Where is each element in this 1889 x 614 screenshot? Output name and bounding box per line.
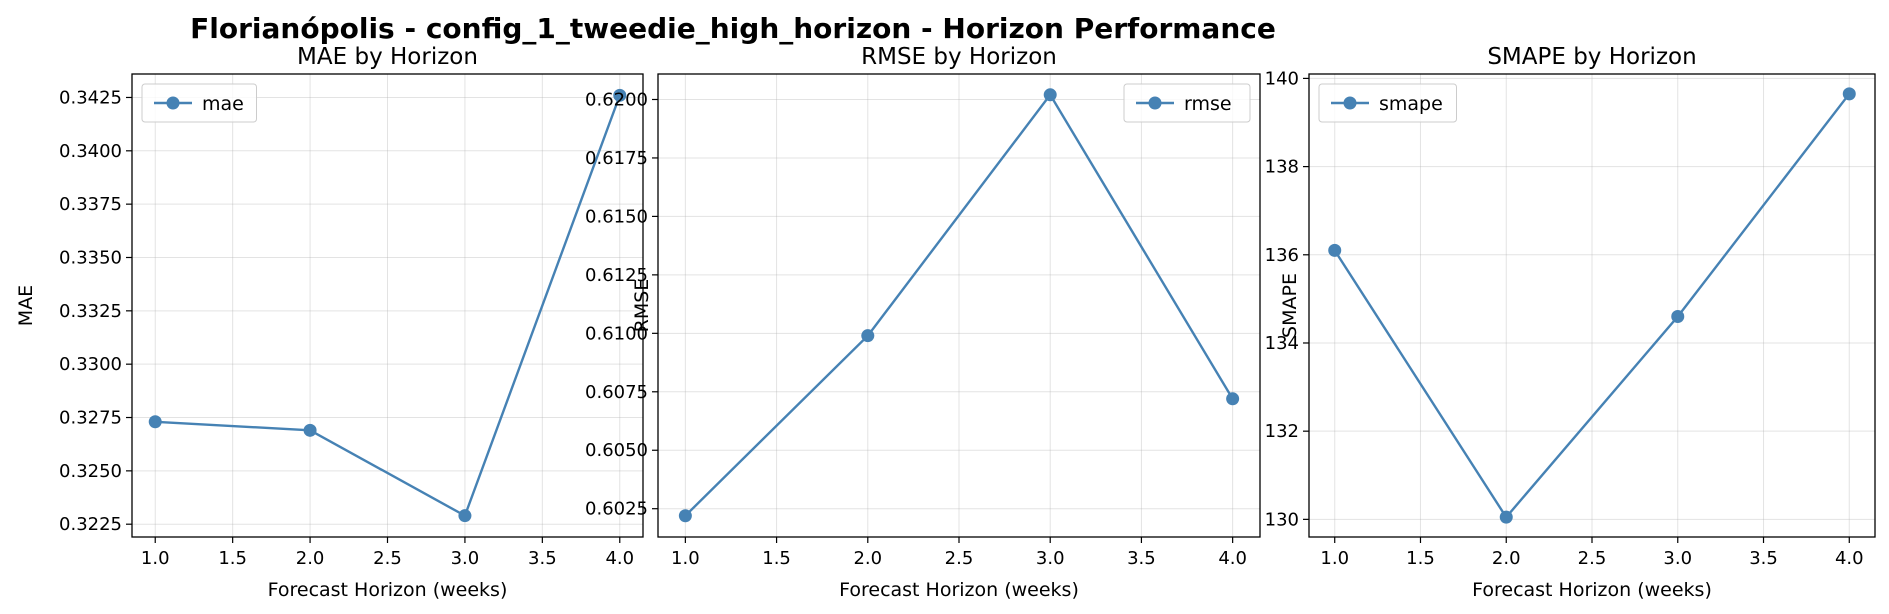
x-tick-label: 1.0 <box>141 548 170 569</box>
x-tick-label: 1.5 <box>218 548 247 569</box>
x-tick-label: 1.0 <box>671 548 700 569</box>
y-tick-label: 0.3350 <box>59 247 122 268</box>
y-tick-label: 134 <box>1265 333 1299 354</box>
y-tick-label: 0.6025 <box>585 499 648 520</box>
y-tick-label: 0.3275 <box>59 408 122 429</box>
x-tick-label: 3.5 <box>1127 548 1156 569</box>
data-point <box>613 88 627 102</box>
x-axis-label: Forecast Horizon (weeks) <box>839 579 1079 601</box>
series-line-rmse <box>684 92 1234 517</box>
legend-marker-swatch <box>1148 96 1162 110</box>
legend-frame <box>1123 83 1251 123</box>
legend-entry-label: smape <box>1379 93 1443 115</box>
y-axis-label: SMAPE <box>1279 273 1301 338</box>
legend-frame <box>1318 83 1457 123</box>
x-tick-label: 2.5 <box>945 548 974 569</box>
series-line-mae <box>155 94 621 518</box>
legend-marker-swatch <box>1343 96 1357 110</box>
y-tick-label: 0.3300 <box>59 354 122 375</box>
x-tick-label: 2.0 <box>853 548 882 569</box>
legend: smape <box>1318 83 1457 123</box>
data-point <box>303 423 317 437</box>
data-point <box>1499 510 1513 524</box>
chart-panel-3: 1.0 1.5 2.0 2.5 3.0 3.5 4.0 130 132 134 136 138 140 S… <box>1265 44 1876 601</box>
data-point <box>1328 243 1342 257</box>
legend-entry-label: rmse <box>1184 93 1232 115</box>
y-tick-label: 0.6125 <box>585 265 648 286</box>
x-tick-label: 1.5 <box>1406 548 1435 569</box>
data-point <box>861 329 875 343</box>
legend: mae <box>141 83 257 123</box>
x-tick-label: 3.0 <box>451 548 480 569</box>
x-tick-label: 2.5 <box>373 548 402 569</box>
y-tick-label: 0.3325 <box>59 301 122 322</box>
x-tick-label: 1.0 <box>1320 548 1349 569</box>
x-tick-label: 2.0 <box>296 548 325 569</box>
y-tick-label: 0.6175 <box>585 148 648 169</box>
chart-panel-1: 1.0 1.5 2.0 2.5 3.0 3.5 4.0 0.3225 0.3250 0.3275 0… <box>15 44 644 601</box>
series-line-smape <box>1333 93 1851 520</box>
y-tick-label: 138 <box>1265 157 1299 178</box>
y-tick-label: 0.6100 <box>585 323 648 344</box>
y-tick-label: 0.3375 <box>59 194 122 215</box>
y-tick-label: 140 <box>1265 68 1299 89</box>
x-axis-label: Forecast Horizon (weeks) <box>1472 579 1712 601</box>
x-tick-label: 3.5 <box>1749 548 1778 569</box>
panel-title: SMAPE by Horizon <box>1487 44 1696 70</box>
x-tick-label: 3.5 <box>528 548 557 569</box>
y-tick-label: 0.6200 <box>585 89 648 110</box>
data-point <box>148 415 162 429</box>
x-tick-label: 4.0 <box>1835 548 1864 569</box>
panel-title: RMSE by Horizon <box>861 44 1057 70</box>
y-axis-label: MAE <box>15 285 37 326</box>
x-tick-label: 3.0 <box>1663 548 1692 569</box>
x-tick-label: 4.0 <box>1218 548 1247 569</box>
legend-marker-swatch <box>166 96 180 110</box>
chart-panel-2: 1.0 1.5 2.0 2.5 3.0 3.5 4.0 0.6025 0.6050 0.6075 0… <box>585 44 1261 601</box>
legend-frame <box>141 83 257 123</box>
axes-frame <box>1308 73 1876 538</box>
x-tick-label: 2.0 <box>1492 548 1521 569</box>
y-tick-label: 0.6075 <box>585 382 648 403</box>
legend: rmse <box>1123 83 1251 123</box>
y-tick-label: 132 <box>1265 421 1299 442</box>
data-point <box>1671 310 1685 324</box>
legend-entry-label: mae <box>202 93 244 115</box>
axes-frame <box>131 73 644 538</box>
x-tick-label: 4.0 <box>605 548 634 569</box>
y-tick-label: 0.3225 <box>59 514 122 535</box>
y-tick-label: 0.3400 <box>59 141 122 162</box>
x-axis-label: Forecast Horizon (weeks) <box>268 579 508 601</box>
data-point <box>1043 88 1057 102</box>
y-tick-label: 130 <box>1265 509 1299 530</box>
y-tick-label: 0.3425 <box>59 87 122 108</box>
y-tick-label: 0.3250 <box>59 461 122 482</box>
y-tick-label: 136 <box>1265 245 1299 266</box>
data-point <box>458 509 472 523</box>
panel-title: MAE by Horizon <box>297 44 478 70</box>
x-tick-label: 1.5 <box>762 548 791 569</box>
axes-frame <box>657 73 1261 538</box>
x-tick-label: 2.5 <box>1578 548 1607 569</box>
figure-suptitle: Florianópolis - config_1_tweedie_high_ho… <box>190 12 1276 45</box>
x-tick-label: 3.0 <box>1036 548 1065 569</box>
y-tick-label: 0.6150 <box>585 206 648 227</box>
data-point <box>1842 87 1856 101</box>
data-point <box>678 509 692 523</box>
y-axis-label: RMSE <box>631 279 653 333</box>
data-point <box>1226 392 1240 406</box>
y-tick-label: 0.6050 <box>585 440 648 461</box>
